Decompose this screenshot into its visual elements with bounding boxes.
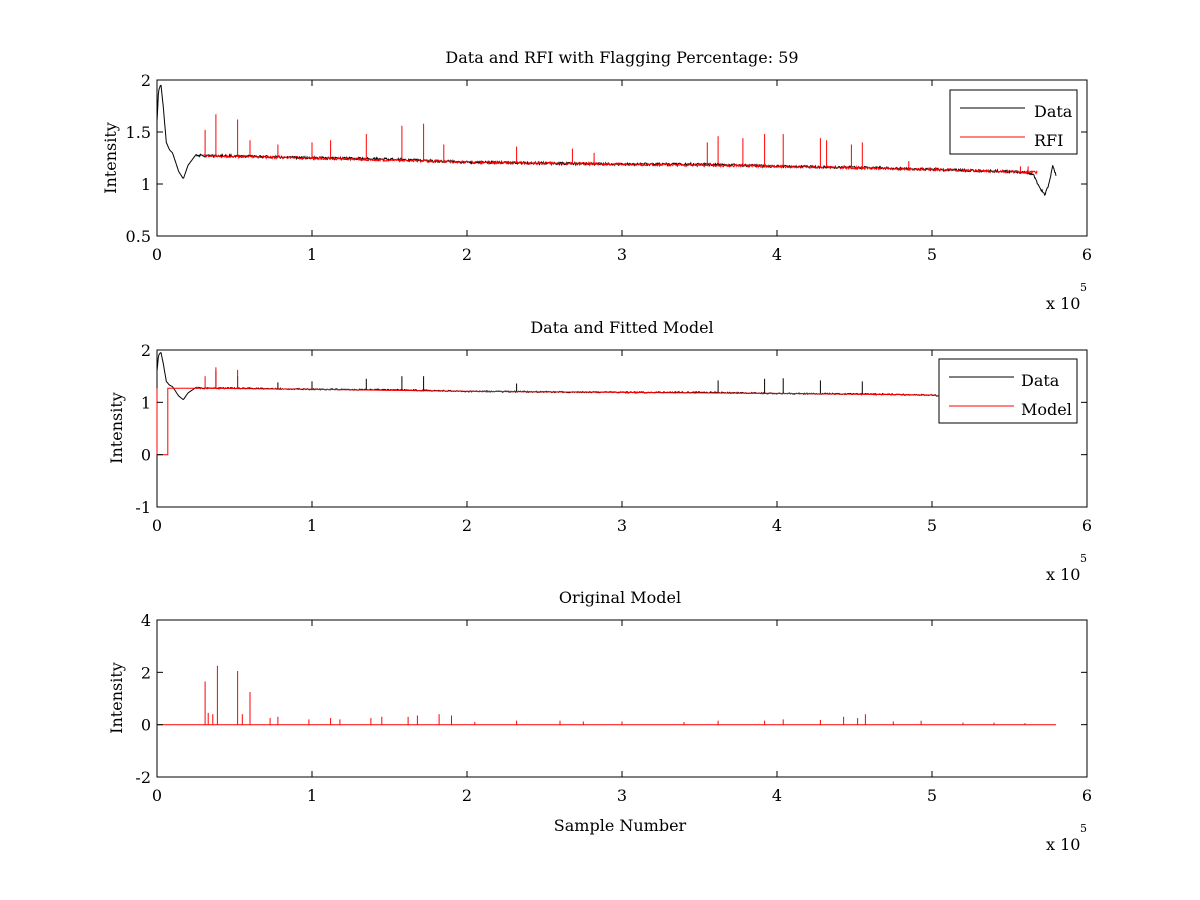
legend-top: Data RFI	[949, 89, 1078, 155]
x-tick-label-middle-3: 3	[617, 516, 627, 535]
x-tick-label-middle-0: 0	[152, 516, 162, 535]
panel-top: 0 1 2 3 4 5 6 0.5 1 1.5 2 Data and RFI with Flaggi…	[101, 48, 1092, 313]
x-tick-label-bottom-5: 5	[927, 786, 937, 805]
x-exponent-power-top: 5	[1080, 281, 1087, 294]
y-tick-label-middle-2: 1	[141, 393, 151, 412]
x-axis-label-bottom: Sample Number	[554, 816, 687, 835]
x-tick-label-top-3: 3	[617, 245, 627, 264]
x-exponent-base-middle: x 10	[1046, 565, 1080, 584]
x-tick-label-middle-5: 5	[927, 516, 937, 535]
y-tick-label-bottom-1: 0	[141, 716, 151, 735]
x-exponent-power-bottom: 5	[1080, 822, 1087, 835]
x-tick-label-top-2: 2	[462, 245, 472, 264]
x-tick-label-top-6: 6	[1082, 245, 1092, 264]
y-axis-label-middle: Intensity	[107, 392, 126, 464]
legend-label-data-middle: Data	[1021, 371, 1060, 390]
y-tick-label-middle-3: 2	[141, 341, 151, 360]
x-tick-label-middle-1: 1	[307, 516, 317, 535]
x-tick-label-bottom-2: 2	[462, 786, 472, 805]
plot-area-bottom	[156, 619, 1088, 778]
x-tick-label-top-4: 4	[772, 245, 782, 264]
y-tick-label-top-0: 0.5	[126, 227, 151, 246]
y-tick-label-top-3: 2	[141, 71, 151, 90]
y-tick-label-top-2: 1.5	[126, 123, 151, 142]
series-line-top-1	[203, 154, 1038, 175]
marks-bottom	[157, 665, 1056, 726]
y-tick-label-bottom-3: 4	[141, 611, 151, 630]
chart-title-top: Data and RFI with Flagging Percentage: 5…	[445, 48, 798, 67]
legend-label-model-middle: Model	[1021, 400, 1072, 419]
x-tick-label-bottom-3: 3	[617, 786, 627, 805]
marks-middle	[156, 352, 940, 456]
x-tick-label-top-0: 0	[152, 245, 162, 264]
x-tick-label-bottom-0: 0	[152, 786, 162, 805]
x-tick-label-top-1: 1	[307, 245, 317, 264]
x-tick-label-bottom-4: 4	[772, 786, 782, 805]
y-axis-label-bottom: Intensity	[107, 662, 126, 734]
y-tick-label-middle-1: 0	[141, 446, 151, 465]
legend-label-rfi-top: RFI	[1034, 131, 1063, 150]
y-tick-label-top-1: 1	[141, 175, 151, 194]
x-tick-label-bottom-6: 6	[1082, 786, 1092, 805]
legend-middle: Data Model	[938, 358, 1078, 424]
legend-box-top	[949, 89, 1078, 155]
y-tick-label-bottom-0: -2	[135, 768, 151, 787]
chart-title-middle: Data and Fitted Model	[530, 318, 713, 337]
x-exponent-base-bottom: x 10	[1046, 835, 1080, 854]
y-tick-label-middle-0: -1	[135, 498, 151, 517]
x-tick-label-middle-2: 2	[462, 516, 472, 535]
x-tick-label-bottom-1: 1	[307, 786, 317, 805]
series-line-middle-1	[156, 387, 940, 456]
x-tick-label-top-5: 5	[927, 245, 937, 264]
legend-box-middle	[938, 358, 1078, 424]
x-tick-label-middle-6: 6	[1082, 516, 1092, 535]
x-tick-label-middle-4: 4	[772, 516, 782, 535]
chart-title-bottom: Original Model	[559, 588, 681, 607]
y-axis-label-top: Intensity	[101, 122, 120, 194]
x-exponent-power-middle: 5	[1080, 552, 1087, 565]
legend-label-data-top: Data	[1034, 102, 1073, 121]
marks-top	[156, 84, 1057, 197]
ticks-top: 0 1 2 3 4 5 6 0.5 1 1.5 2	[126, 71, 1093, 264]
y-tick-label-bottom-2: 2	[141, 663, 151, 682]
x-exponent-base-top: x 10	[1046, 294, 1080, 313]
